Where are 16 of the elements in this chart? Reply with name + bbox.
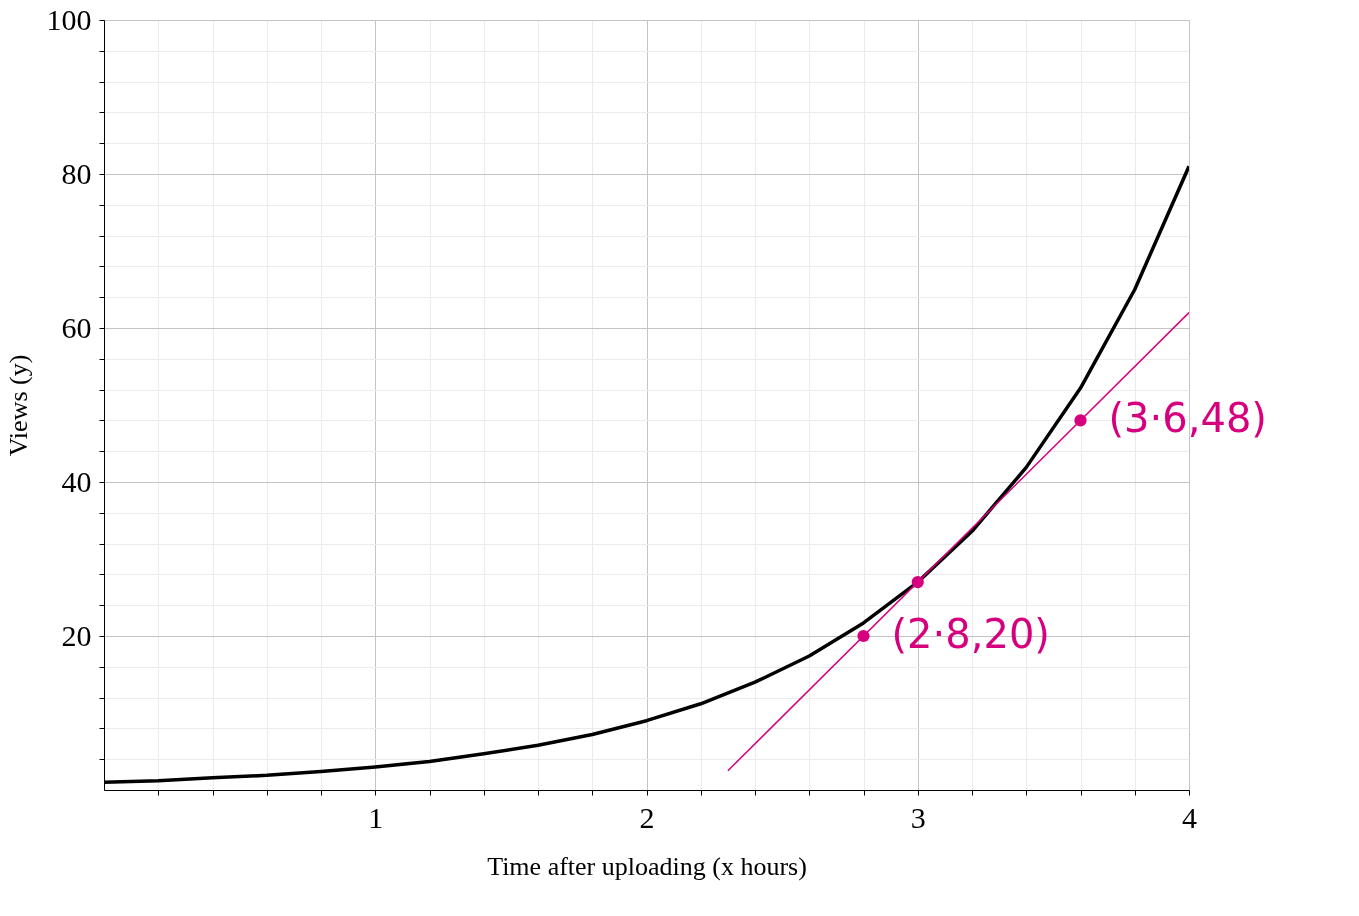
point xyxy=(1074,414,1087,427)
annotation: (3·6,48) xyxy=(1108,395,1267,442)
x-tick-label: 2 xyxy=(639,800,655,834)
y-tick-label: 40 xyxy=(61,464,92,498)
y-axis-title: Views (y) xyxy=(3,354,33,457)
y-tick-label: 20 xyxy=(61,618,92,652)
y-tick-label: 80 xyxy=(61,156,92,190)
x-axis-title: Time after uploading (x hours) xyxy=(487,851,807,881)
y-tick-label: 100 xyxy=(46,2,92,36)
point xyxy=(857,629,870,643)
annotation: (2·8,20) xyxy=(891,611,1050,657)
x-tick-label: 4 xyxy=(1182,800,1197,834)
x-tick-label: 3 xyxy=(910,800,926,834)
point xyxy=(911,575,924,589)
x-tick-label: 1 xyxy=(368,800,384,834)
y-tick-label: 60 xyxy=(61,310,92,344)
